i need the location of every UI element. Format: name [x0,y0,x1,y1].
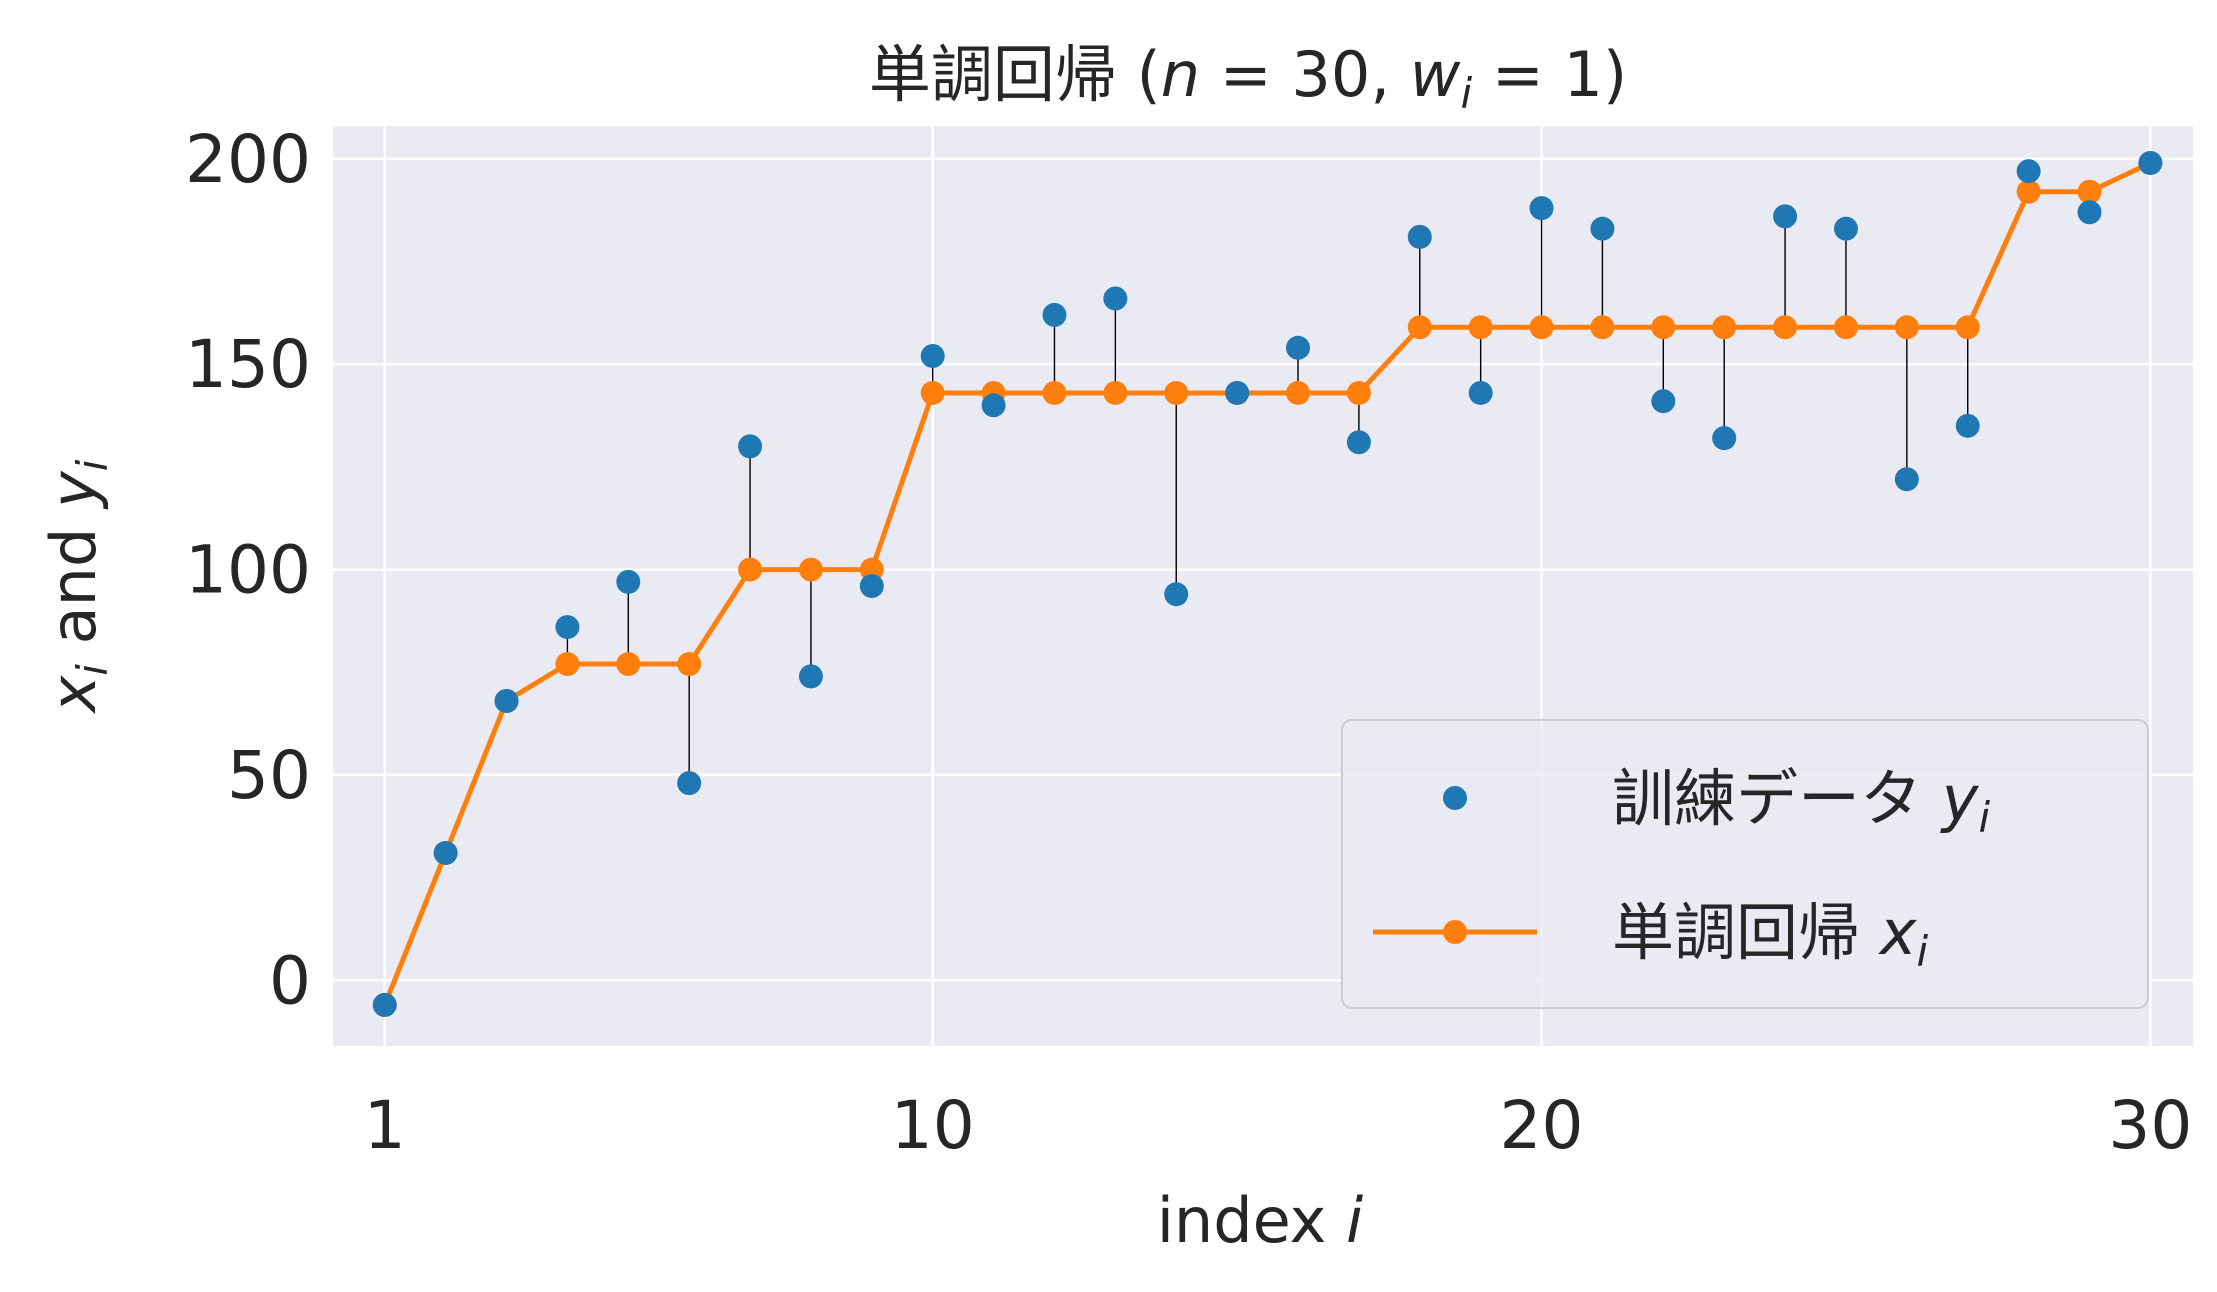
isotonic-fit-point [555,652,580,677]
isotonic-fit-point [1468,315,1493,340]
isotonic-fit-point [1286,380,1311,405]
training-data-point [798,664,823,689]
training-data-point [1955,413,1980,438]
legend-label-isotonic: 単調回帰 xi [1612,896,1928,976]
isotonic-fit-point [1164,380,1189,405]
training-data-point [1042,302,1067,327]
training-data-point [1225,380,1250,405]
legend-line-marker [1443,920,1467,944]
training-data-point [1286,335,1311,360]
x-tick-labels: 1 10 20 30 [364,1087,2193,1164]
x-tick-label: 10 [891,1087,975,1164]
training-data-point [1833,216,1858,241]
isotonic-fit-point [1955,315,1980,340]
training-data-point [555,615,580,640]
isotonic-fit-point [1529,315,1554,340]
y-tick-label: 100 [185,532,311,609]
y-tick-label: 200 [185,121,311,198]
legend-box [1341,719,2149,1009]
isotonic-fit-point [1407,315,1432,340]
training-data-point [920,344,945,368]
training-data-point [677,771,702,796]
isotonic-fit-point [677,652,702,677]
y-tick-label: 150 [185,326,311,403]
isotonic-fit-point [738,557,763,582]
isotonic-fit-point [1833,315,1858,340]
isotonic-fit-point [1894,315,1919,340]
isotonic-fit-point [920,380,945,405]
training-data-point [2077,200,2102,225]
isotonic-fit-point [798,557,823,582]
residual-lines [566,171,2091,784]
y-tick-labels: 0 50 100 150 200 [185,121,311,1019]
x-tick-label: 20 [1500,1087,1584,1164]
y-axis-label: xi and yi [37,459,117,714]
isotonic-fit-point [2077,179,2102,204]
training-data-point [1346,430,1371,455]
training-data-point [859,574,884,598]
training-data-point [1894,467,1919,492]
training-data-point [1407,224,1432,249]
training-data-point [1164,582,1189,607]
training-data-point [1773,204,1798,229]
isotonic-fit-point [1042,380,1067,405]
training-data-point [1651,389,1676,414]
y-tick-label: 0 [269,942,311,1019]
training-data-point [2138,150,2163,175]
isotonic-fit-point [1103,380,1128,405]
training-data-point [1103,286,1128,311]
x-tick-label: 1 [364,1087,406,1164]
isotonic-fit-point [616,652,641,677]
x-axis-label: index i [1157,1184,1364,1257]
training-data-point [433,840,458,865]
legend: 訓練データ yi 単調回帰 xi [1341,719,2149,1009]
isotonic-fit-point [1651,315,1676,340]
y-tick-label: 50 [227,737,311,814]
isotonic-fit-point [1590,315,1615,340]
training-data-point [738,434,763,459]
x-tick-label: 30 [2108,1087,2192,1164]
chart-title: 単調回帰 (n = 30, wi = 1) [869,38,1627,118]
training-data-point [616,569,641,594]
training-data-point [494,689,519,713]
training-data-point [1529,196,1554,221]
training-data-point [2016,159,2041,184]
isotonic-fit-point [1712,315,1737,340]
training-data-point [1590,216,1615,241]
training-data-point [1468,380,1493,405]
legend-scatter-marker [1443,786,1467,810]
training-data-point [981,393,1006,418]
isotonic-fit-point [859,557,884,582]
legend-label-training-data: 訓練データ yi [1612,762,1990,842]
training-data-point [1712,426,1737,451]
isotonic-fit-point [2016,179,2041,204]
isotonic-fit-point [1346,380,1371,405]
isotonic-fit-point [1773,315,1798,340]
training-data-point [372,992,397,1017]
training-data-series [372,150,2163,1017]
